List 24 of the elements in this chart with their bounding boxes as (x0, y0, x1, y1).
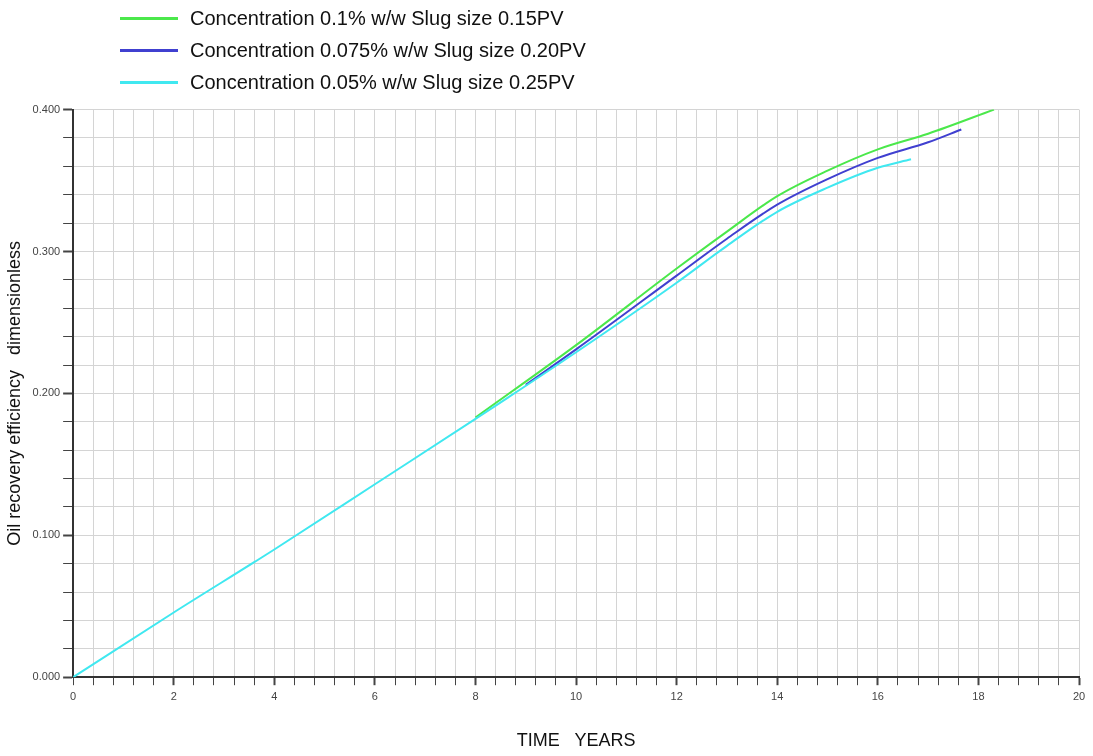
y-tick-label: 0.300 (32, 244, 61, 257)
line-series (73, 158, 913, 678)
x-tick-label: 18 (972, 689, 985, 702)
y-tick-label: 0.000 (32, 670, 61, 683)
y-axis-title: Oil recovery efficiency dimensionless (3, 241, 24, 546)
x-tick-label: 12 (670, 689, 683, 702)
x-tick-label: 6 (371, 689, 378, 702)
y-tick-label: 0.100 (32, 528, 61, 541)
line-series (474, 109, 995, 419)
x-tick-label: 14 (771, 689, 784, 702)
legend-label: Concentration 0.075% w/w Slug size 0.20PV (190, 38, 586, 62)
x-tick-label: 10 (569, 689, 583, 702)
x-axis-title: TIME YEARS (516, 730, 636, 751)
y-tick-label: 0.200 (32, 386, 61, 399)
x-tick-label: 2 (170, 689, 177, 702)
x-tick-label: 0 (70, 689, 77, 702)
x-tick-label: 20 (1072, 689, 1086, 702)
x-tick-label: 16 (871, 689, 884, 702)
x-tick-label: 8 (472, 689, 479, 702)
line-series (524, 128, 963, 386)
legend-label: Concentration 0.1% w/w Slug size 0.15PV (190, 6, 564, 30)
y-tick-label: 0.400 (32, 102, 61, 115)
x-tick-label: 4 (271, 689, 278, 702)
legend-label: Concentration 0.05% w/w Slug size 0.25PV (190, 70, 575, 94)
